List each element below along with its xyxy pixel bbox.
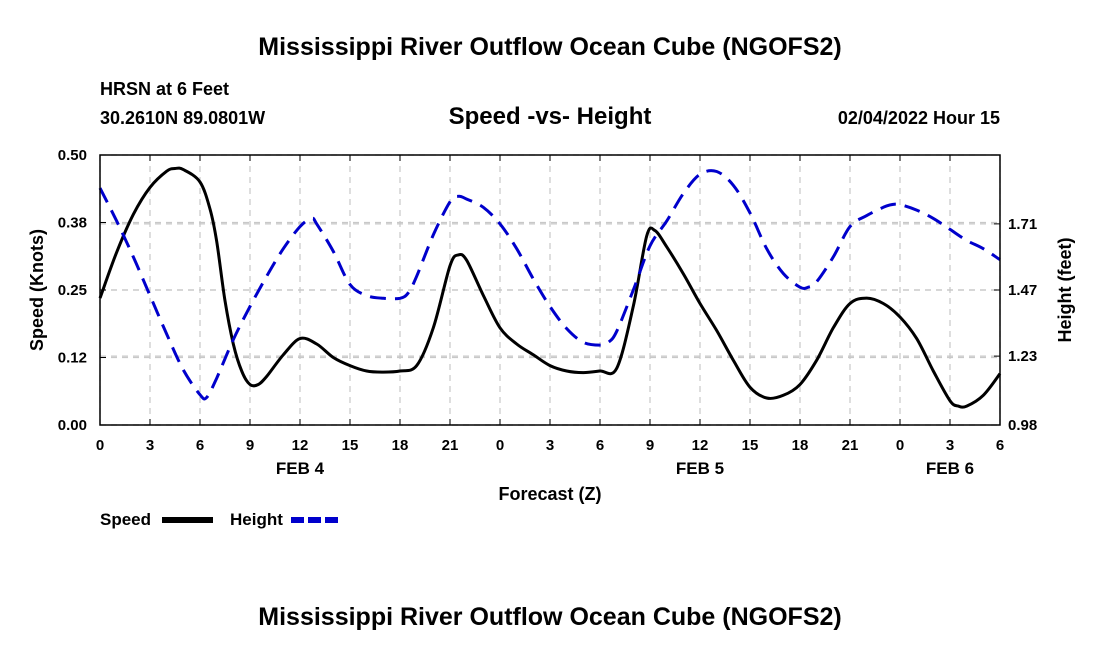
x-tick-label: 0	[96, 437, 104, 454]
y-tick-label-left: 0.00	[58, 417, 87, 434]
date-label: FEB 4	[276, 459, 325, 478]
legend-label-height: Height	[230, 510, 283, 529]
x-tick-label: 21	[842, 437, 859, 454]
x-tick-label: 21	[442, 437, 459, 454]
y-axis-left-label: Speed (Knots)	[27, 229, 47, 351]
x-tick-label: 9	[646, 437, 654, 454]
y-tick-label-left: 0.12	[58, 350, 87, 367]
x-axis-label: Forecast (Z)	[498, 484, 601, 504]
y-tick-label-right: 0.98	[1008, 417, 1037, 434]
grid	[99, 154, 1001, 426]
x-tick-label: 18	[792, 437, 809, 454]
x-tick-label: 3	[546, 437, 554, 454]
y-axis-right-label: Height (feet)	[1055, 238, 1075, 343]
x-tick-label: 6	[996, 437, 1004, 454]
x-tick-label: 0	[496, 437, 504, 454]
x-tick-label: 3	[946, 437, 954, 454]
x-tick-label: 15	[342, 437, 359, 454]
forecast-datetime: 02/04/2022 Hour 15	[838, 108, 1000, 128]
date-label: FEB 5	[676, 459, 724, 478]
main-title: Mississippi River Outflow Ocean Cube (NG…	[258, 33, 841, 61]
y-tick-label-left: 0.38	[58, 215, 87, 232]
x-tick-label: 18	[392, 437, 409, 454]
y-tick-label-right: 1.47	[1008, 282, 1037, 299]
y-tick-label-left: 0.25	[58, 282, 87, 299]
y-tick-label-right: 1.23	[1008, 348, 1037, 365]
x-tick-label: 12	[692, 437, 709, 454]
x-tick-label: 0	[896, 437, 904, 454]
x-tick-label: 3	[146, 437, 154, 454]
x-tick-label: 6	[596, 437, 604, 454]
legend-label-speed: Speed	[100, 510, 151, 529]
x-tick-label: 12	[292, 437, 309, 454]
date-label: FEB 6	[926, 459, 974, 478]
x-tick-label: 9	[246, 437, 254, 454]
axes: 0 3 6 9 12 15 18 21 0 3 6 9 12 15 18 21 0 3 6 0.00 0.12 0.25 0…	[58, 147, 1037, 478]
chart-subtitle: Speed -vs- Height	[449, 103, 652, 130]
series-layer	[98, 166, 1002, 409]
coordinates-label: 30.2610N 89.0801W	[100, 108, 265, 128]
y-tick-label-right: 1.71	[1008, 216, 1037, 233]
legend: Speed Height	[100, 510, 342, 529]
x-tick-label: 6	[196, 437, 204, 454]
series-line-speed	[98, 166, 1002, 409]
series-line-height	[98, 169, 1001, 401]
y-tick-label-left: 0.50	[58, 147, 87, 164]
footer-title: Mississippi River Outflow Ocean Cube (NG…	[258, 603, 841, 631]
x-tick-label: 15	[742, 437, 759, 454]
station-label: HRSN at 6 Feet	[100, 79, 229, 99]
